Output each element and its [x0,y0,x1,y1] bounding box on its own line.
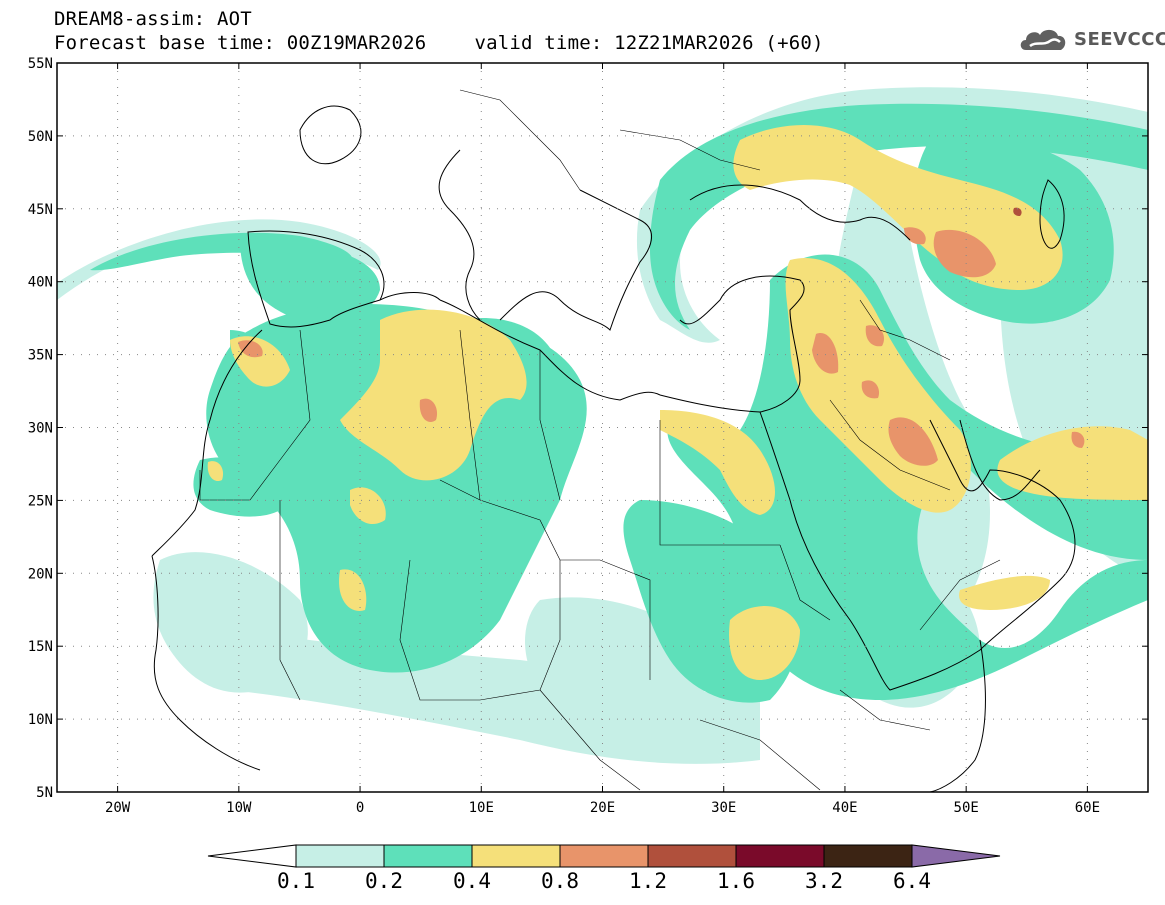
seevccc-logo: SEEVCCC [1018,24,1165,54]
colorbar-box [823,844,913,868]
lon-label: 30E [711,800,736,816]
colorbar [207,844,1001,868]
colorbar-label: 0.1 [277,869,315,893]
lat-label: 40N [28,275,53,291]
latitude-labels: 55N 50N 45N 40N 35N 30N 25N 20N 15N 10N 5N [28,56,53,801]
colorbar-box [559,844,649,868]
longitude-labels: 20W 10W 0 10E 20E 30E 40E 50E 60E [105,800,1100,816]
logo-text: SEEVCCC [1074,28,1165,50]
colorbar-label: 0.4 [453,869,491,893]
base-time-label: Forecast base time: 00Z19MAR2026 [54,32,427,54]
aot-level-1.2 [1013,207,1022,216]
valid-time-label: valid time: 12Z21MAR2026 (+60) [474,32,824,54]
colorbar-box [647,844,737,868]
colorbar-box [295,844,385,868]
colorbar-label: 1.2 [629,869,667,893]
aot-field [57,87,1148,764]
cloud-logo-icon [1020,29,1066,50]
lat-label: 35N [28,348,53,364]
lon-label: 50E [954,800,979,816]
colorbar-box [735,844,825,868]
colorbar-label: 0.2 [365,869,403,893]
lat-label: 25N [28,493,53,509]
lat-label: 30N [28,421,53,437]
lon-label: 20E [590,800,615,816]
lon-label: 40E [832,800,857,816]
coastlines [151,105,1076,792]
lat-label: 10N [28,712,53,728]
lat-label: 20N [28,566,53,582]
lat-label: 15N [28,639,53,655]
colorbar-label: 0.8 [541,869,579,893]
map-title: DREAM8-assim: AOT [54,8,252,30]
lon-label: 60E [1075,800,1100,816]
colorbar-label: 6.4 [893,869,931,893]
axis-ticks [57,62,1148,793]
colorbar-labels: 0.1 0.2 0.4 0.8 1.2 1.6 3.2 6.4 [277,869,931,893]
aot-level-0.8 [238,227,1085,466]
lon-label: 10W [226,800,252,816]
colorbar-box [471,844,561,868]
colorbar-label: 1.6 [717,869,755,893]
colorbar-under-arrow [207,844,297,868]
forecast-times: Forecast base time: 00Z19MAR2026 valid ti… [54,32,824,54]
colorbar-box [383,844,473,868]
lat-label: 45N [28,202,53,218]
lon-label: 10E [469,800,494,816]
lon-label: 0 [356,800,364,816]
lat-label: 55N [28,56,53,72]
lat-label: 50N [28,129,53,145]
colorbar-label: 3.2 [805,869,843,893]
lat-label: 5N [36,785,53,801]
colorbar-over-arrow [911,844,1001,868]
lon-label: 20W [105,800,131,816]
country-borders [199,89,1001,791]
